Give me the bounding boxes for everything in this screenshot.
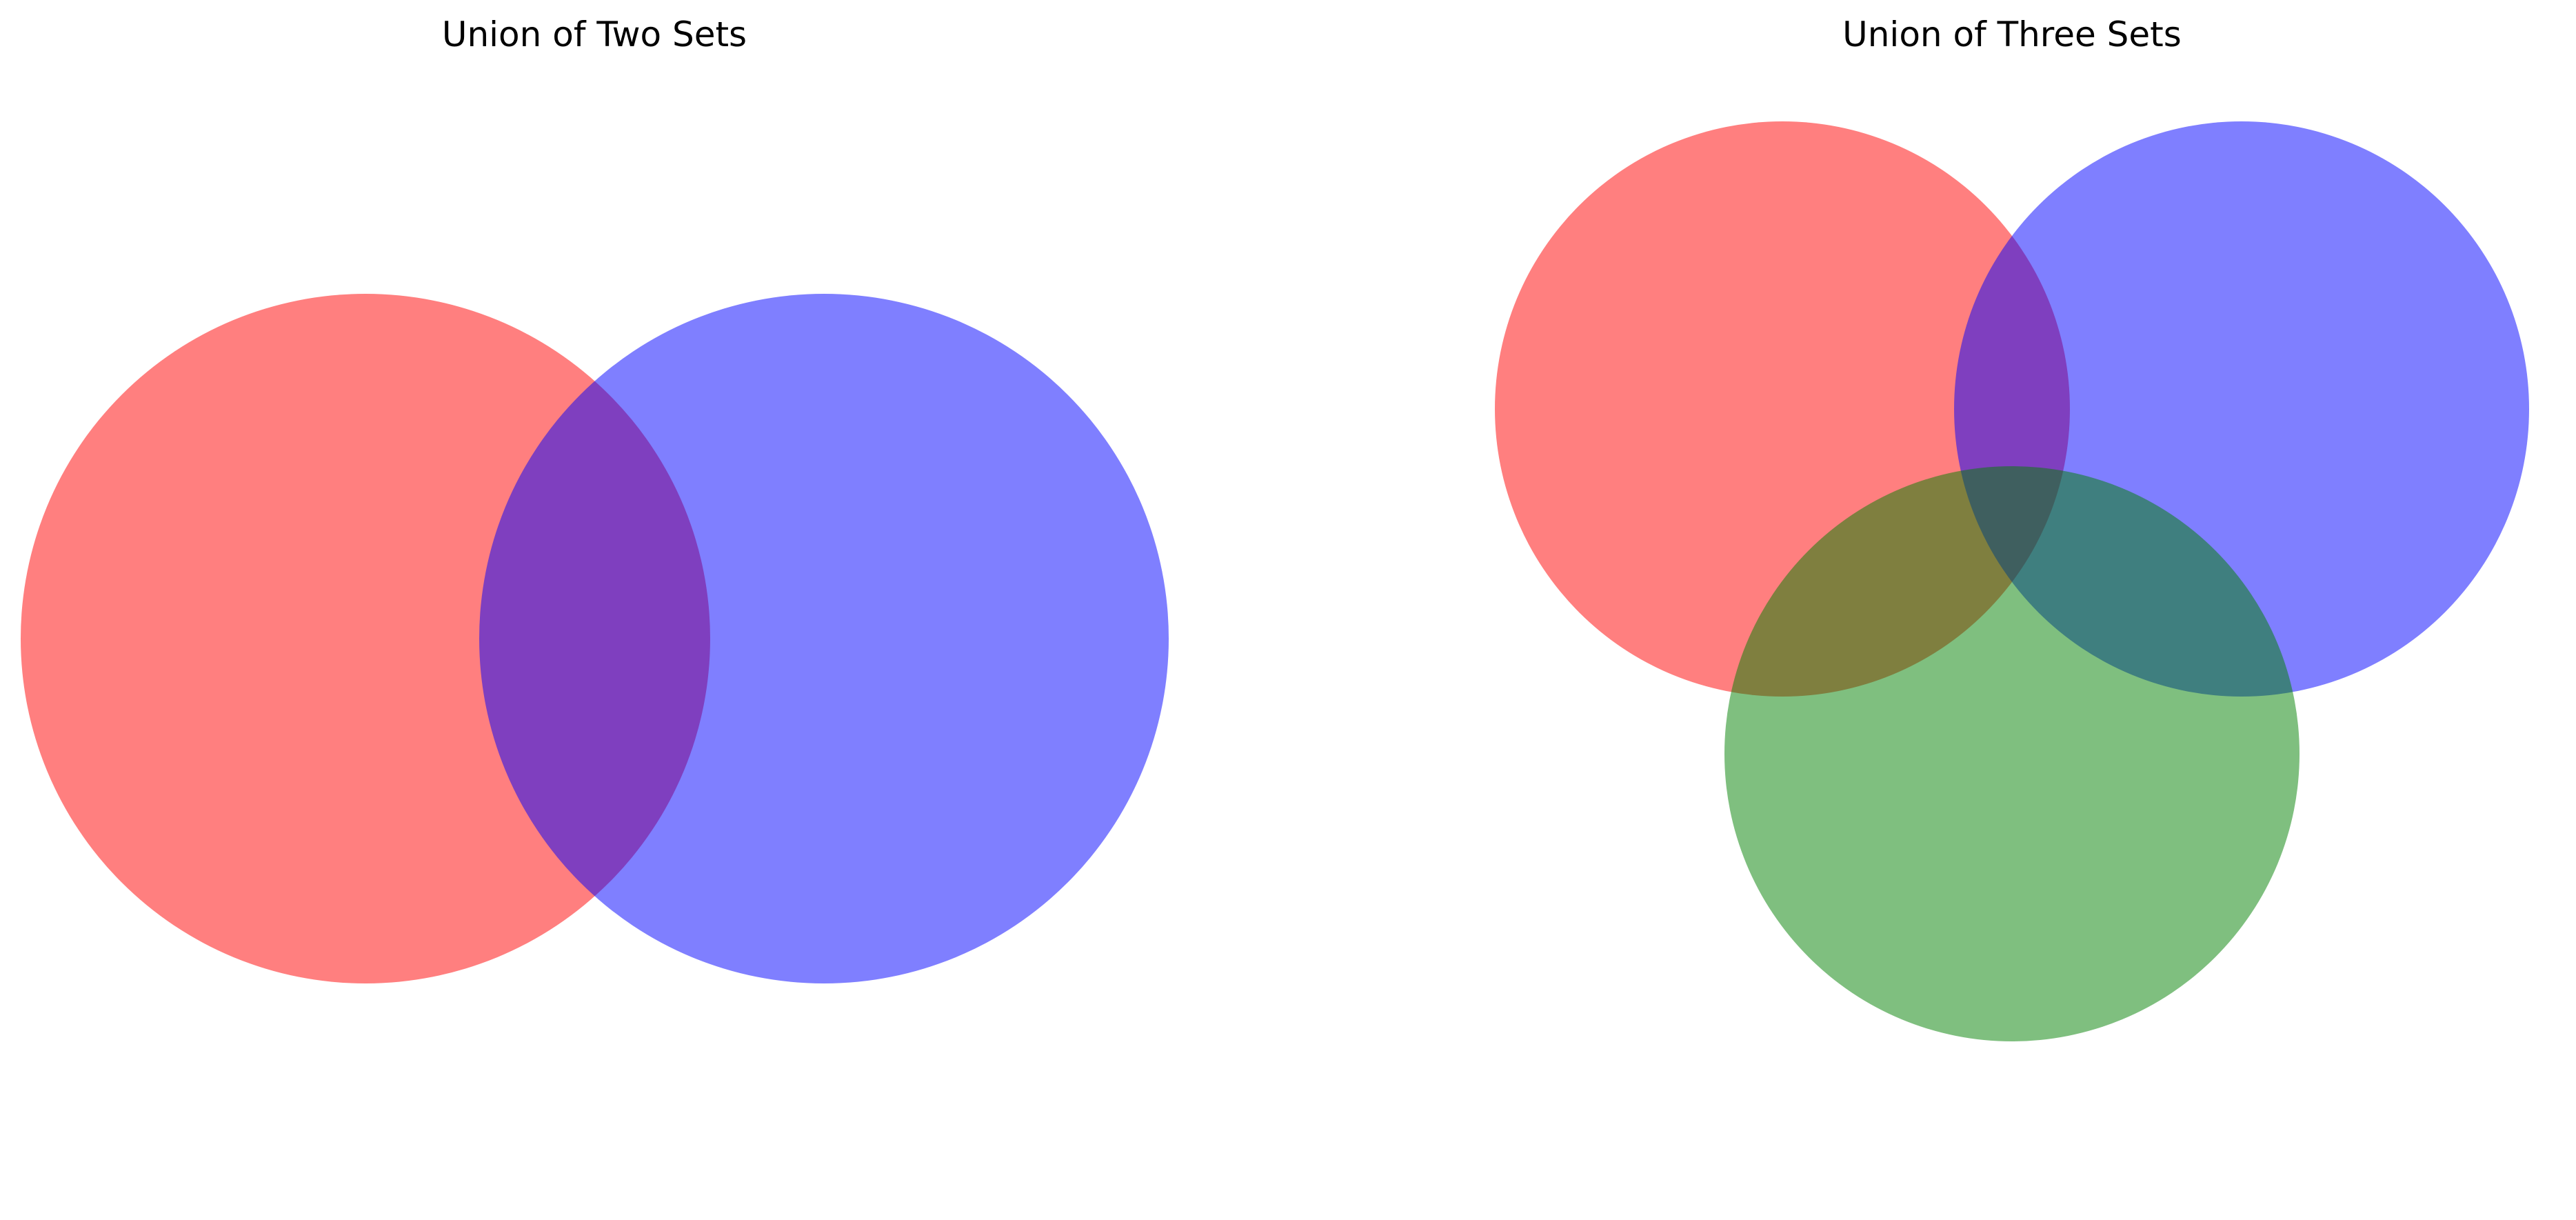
panel-title-three-sets: Union of Three Sets	[1842, 14, 2182, 54]
panel-title-two-sets: Union of Two Sets	[442, 14, 747, 54]
set-circle-green	[1724, 466, 2300, 1041]
panel-two-sets: Union of Two Sets	[21, 14, 1169, 983]
panel-three-sets: Union of Three Sets	[1495, 14, 2529, 1041]
set-circle-blue	[479, 294, 1169, 983]
